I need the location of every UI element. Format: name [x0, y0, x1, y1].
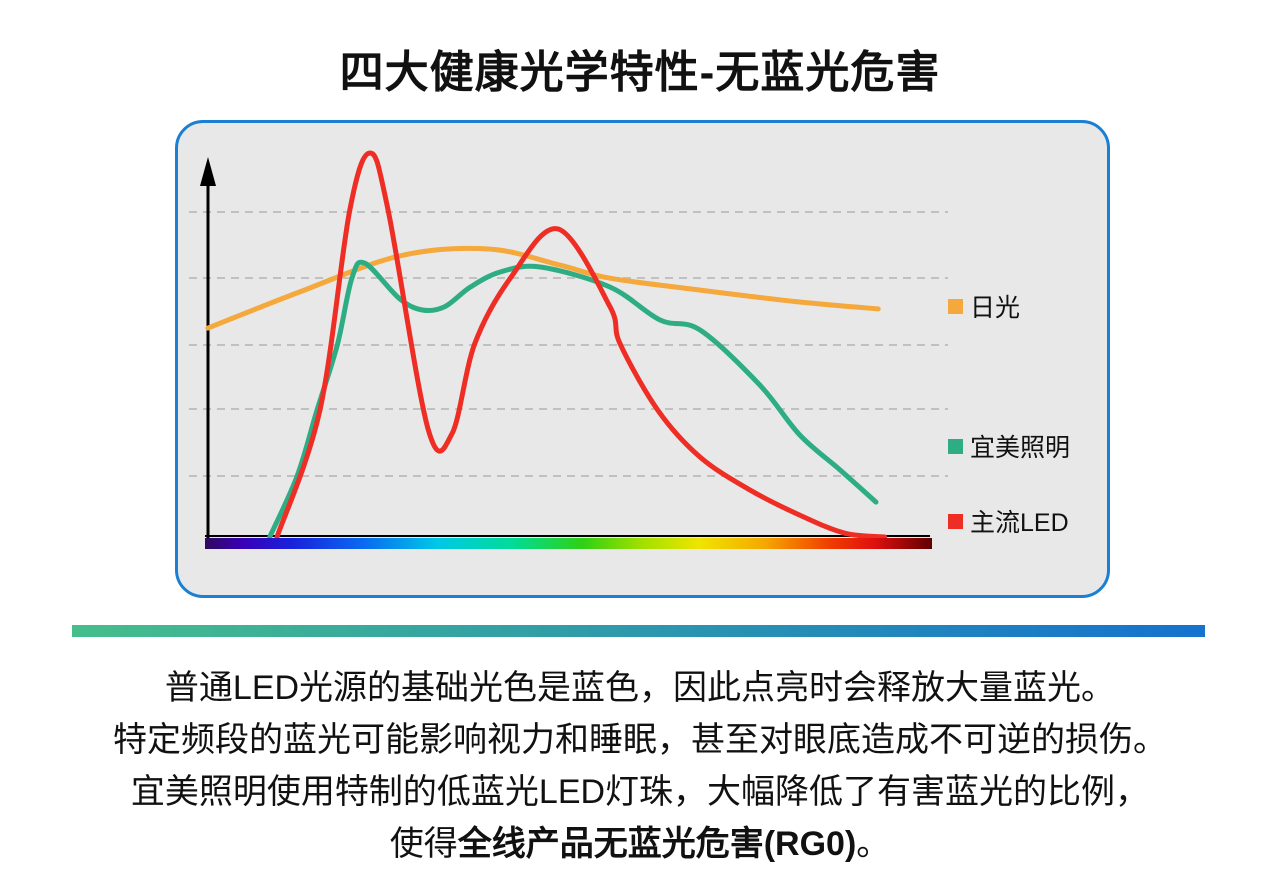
curve-日光: [205, 245, 881, 331]
legend-label: 宜美照明: [970, 434, 1071, 462]
legend-item-daylight: 日光: [948, 292, 1020, 322]
axes: [200, 157, 930, 549]
legend-item-yimei: 宜美照明: [948, 432, 1070, 462]
line4-suffix: 。: [856, 825, 891, 863]
description-line-1: 普通LED光源的基础光色是蓝色，因此点亮时会释放大量蓝光。: [164, 669, 1116, 707]
legend-label: 主流LED: [970, 509, 1069, 537]
y-axis-arrow-icon: [200, 157, 216, 186]
description-line-2: 特定频段的蓝光可能影响视力和睡眠，甚至对眼底造成不可逆的损伤。: [113, 721, 1167, 759]
gridlines: [189, 211, 948, 477]
chart-legend: 日光 宜美照明 主流LED: [948, 123, 1103, 595]
page-title: 四大健康光学特性-无蓝光危害: [339, 48, 941, 97]
chart-canvas: [189, 150, 948, 549]
line4-bold-claim: 全线产品无蓝光危害(RG0): [457, 825, 857, 863]
yimei-swatch-icon: [948, 438, 963, 454]
legend-item-mainstream-led: 主流LED: [948, 507, 1069, 537]
curve-宜美照明: [267, 259, 879, 540]
line4-prefix: 使得: [389, 825, 458, 863]
spectral-curves: [205, 150, 888, 540]
spectrum-bar: [205, 538, 932, 549]
description-text: 普通LED光源的基础光色是蓝色，因此点亮时会释放大量蓝光。 特定频段的蓝光可能影…: [0, 662, 1280, 870]
separator-bar: [72, 625, 1205, 637]
led-swatch-icon: [948, 513, 963, 529]
legend-label: 日光: [970, 294, 1021, 322]
spectrum-chart-box: 日光 宜美照明 主流LED: [175, 120, 1110, 598]
daylight-swatch-icon: [948, 298, 963, 314]
description-line-4: 使得全线产品无蓝光危害(RG0)。: [0, 818, 1280, 870]
curve-主流LED: [274, 150, 888, 540]
description-line-3: 宜美照明使用特制的低蓝光LED灯珠，大幅降低了有害蓝光的比例，: [130, 773, 1150, 811]
